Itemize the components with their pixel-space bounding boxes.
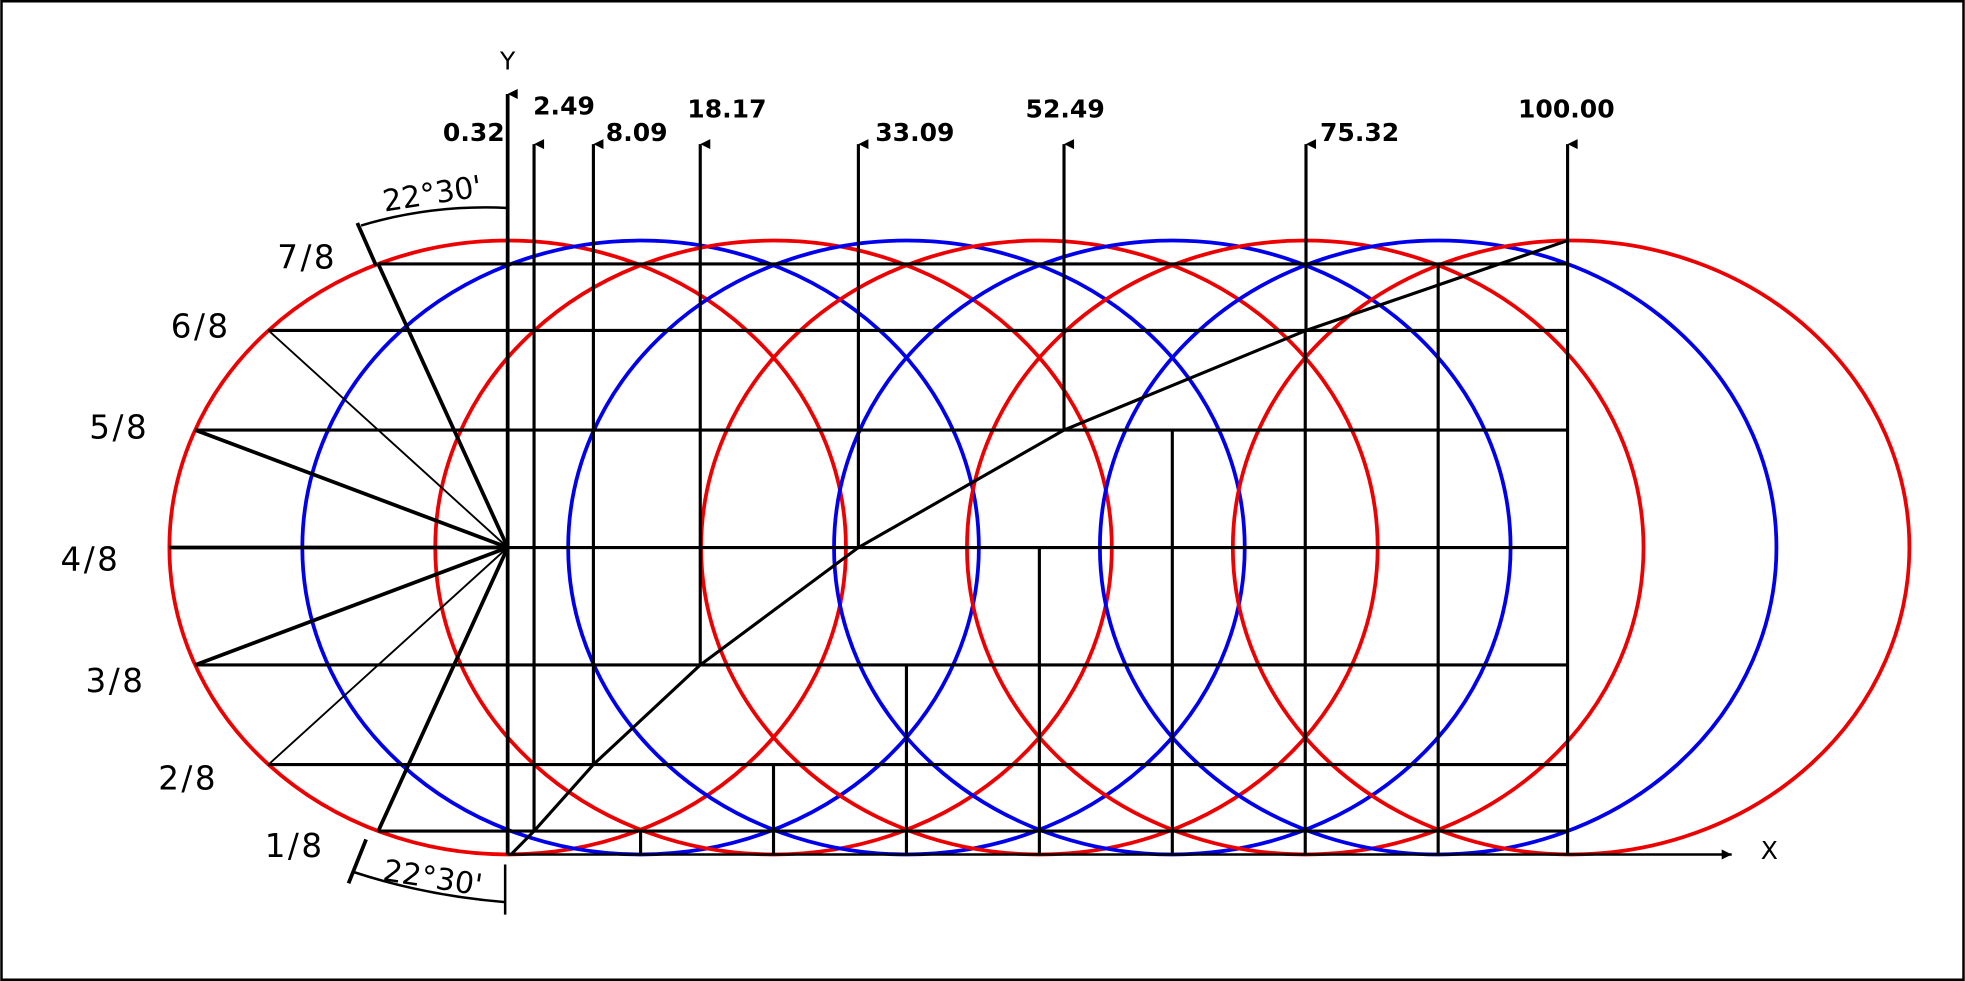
station-label: 0.32 — [443, 118, 505, 147]
curve — [509, 239, 1569, 856]
level-label: 3/8 — [86, 662, 146, 700]
station-label: 2.49 — [533, 92, 595, 121]
radial-line — [267, 329, 509, 549]
radial-line — [267, 546, 509, 766]
angle-label: 22°30' — [381, 853, 485, 903]
station-label: 18.17 — [687, 94, 766, 123]
level-label: 5/8 — [89, 409, 149, 447]
level-label: 2/8 — [158, 760, 218, 798]
level-label: 7/8 — [277, 238, 337, 276]
x-axis-label: X — [1761, 836, 1778, 865]
drawing: 1/8 2/8 3/8 4/8 5/8 6/8 7/8 0.32 2.49 8.09 18.17 33… — [60, 92, 1912, 865]
station-label: 52.49 — [1026, 94, 1105, 123]
radial-line — [194, 545, 509, 667]
station-label: 33.09 — [875, 118, 954, 147]
station-label: 75.32 — [1320, 118, 1399, 147]
y-axis-label: Y — [499, 47, 516, 76]
angle-tick — [346, 838, 368, 884]
level-label: 4/8 — [60, 540, 120, 578]
angle-arc — [360, 206, 508, 227]
radial-line — [194, 428, 509, 550]
level-label: 1/8 — [265, 827, 325, 865]
angle-label: 22°30' — [380, 169, 484, 219]
radial-line — [376, 263, 510, 549]
angle-arc — [353, 870, 506, 904]
radial-line — [376, 546, 510, 832]
station-label: 100.00 — [1518, 94, 1615, 123]
angle-tick — [355, 222, 378, 267]
station-label: 8.09 — [606, 118, 668, 147]
level-label: 6/8 — [171, 307, 231, 345]
